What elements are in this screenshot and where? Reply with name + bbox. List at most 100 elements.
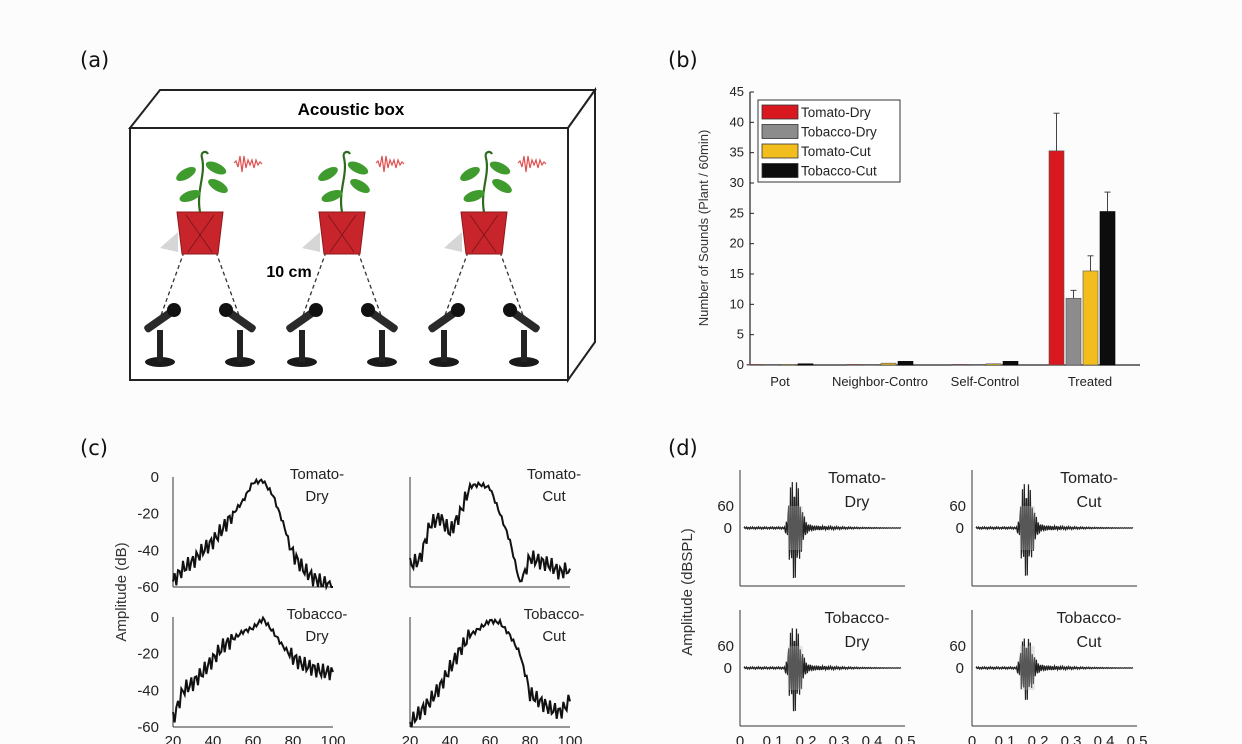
legend-label: Tomato-Cut	[801, 144, 871, 159]
leaf	[347, 161, 369, 175]
mic-body	[144, 307, 176, 333]
sound-wave	[375, 155, 405, 173]
microphone	[361, 303, 398, 367]
d-x-tick-label: 0.1	[763, 733, 784, 744]
panel-a-label: (a)	[80, 48, 110, 72]
subplot-title: Tomato-	[290, 466, 344, 483]
bar	[880, 362, 897, 366]
leaf	[205, 161, 227, 175]
d-x-tick-label: 0.5	[895, 733, 916, 744]
legend-swatch	[761, 143, 799, 159]
dashed-line	[215, 251, 241, 319]
subplot-title: Dry	[845, 634, 870, 651]
bar	[797, 363, 814, 366]
microphone	[144, 303, 181, 367]
spectrum-subplot: 20 40 60 80 100 Tobacco- Cut	[402, 606, 585, 744]
mic-stand	[379, 330, 385, 362]
d-y-tick-label: 60	[717, 498, 734, 515]
bar	[951, 364, 968, 366]
waveform-shade	[787, 646, 803, 690]
d-y-tick-label: 0	[724, 660, 732, 677]
subplot-title: Tobacco-	[1057, 610, 1122, 627]
pot-shadow	[302, 232, 320, 252]
subplot-title: Dry	[845, 494, 870, 511]
pot	[176, 211, 224, 255]
d-y-tick-label: 0	[724, 520, 732, 537]
x-tick-label: Pot	[770, 374, 790, 389]
bar	[1065, 297, 1082, 366]
waveform-subplot: 60 0 0 0.1 0.2 0.3 0.4 0.5 Tobacco- Dry	[717, 610, 915, 744]
spectrum-subplot: Tomato- Cut	[409, 466, 581, 588]
legend-swatch	[761, 163, 799, 178]
subplot-title: Dry	[305, 628, 329, 645]
pot-line	[327, 214, 355, 253]
plant-setup	[428, 150, 547, 367]
waveform-line	[975, 638, 1134, 700]
c-x-tick-label: 20	[402, 733, 419, 744]
spectrum-subplot: 0 -20 -40 -60 Tomato- Dry	[137, 466, 344, 596]
mic-head	[451, 303, 465, 317]
subplot-title: Tobacco-	[287, 606, 348, 623]
bar	[746, 364, 763, 366]
leaf	[489, 161, 511, 175]
pot	[318, 211, 366, 255]
mic-stand	[237, 330, 243, 362]
legend-label: Tobacco-Dry	[801, 125, 877, 140]
panel-d-label: (d)	[668, 436, 698, 460]
c-y-axis-label: Amplitude (dB)	[113, 542, 130, 641]
d-x-tick-label: 0.4	[1094, 733, 1115, 744]
subplot-title: Tobacco-	[524, 606, 585, 623]
spectrum-line	[172, 477, 333, 591]
legend-swatch	[761, 124, 799, 139]
d-x-tick-label: 0.5	[1127, 733, 1148, 744]
leaf	[463, 189, 485, 203]
d-x-tick-label: 0.3	[829, 733, 850, 744]
c-x-tick-label: 40	[205, 733, 222, 744]
leaf	[176, 167, 196, 181]
y-tick-label: 10	[730, 296, 744, 311]
mic-body	[366, 307, 398, 333]
mic-head	[219, 303, 233, 317]
pot-line	[187, 214, 215, 253]
pot-shadow	[444, 232, 462, 252]
bar	[780, 364, 797, 366]
bar	[1082, 270, 1099, 366]
c-x-tick-label: 80	[285, 733, 302, 744]
y-tick-label: 40	[730, 114, 744, 129]
c-y-tick-label: 0	[151, 609, 159, 626]
d-x-tick-label: 0.4	[862, 733, 883, 744]
microphone	[503, 303, 540, 367]
d-y-tick-label: 0	[956, 520, 964, 537]
y-tick-label: 35	[730, 145, 744, 160]
mic-body	[508, 307, 540, 333]
bar	[1002, 361, 1019, 366]
mic-head	[309, 303, 323, 317]
sound-wave	[517, 155, 547, 173]
y-tick-label: 20	[730, 236, 744, 251]
d-y-tick-label: 60	[717, 638, 734, 655]
leaf	[208, 179, 228, 193]
y-tick-label: 0	[737, 357, 744, 372]
y-tick-label: 30	[730, 175, 744, 190]
subplot-title: Tomato-	[527, 466, 581, 483]
subplot-title: Cut	[542, 488, 566, 505]
spectrum-line	[409, 480, 571, 583]
subplot-title: Tomato-	[828, 470, 886, 487]
x-tick-label: Self-Control	[951, 374, 1020, 389]
subplot-title: Dry	[305, 488, 329, 505]
pot-line	[469, 214, 497, 253]
panel-b-label: (b)	[668, 48, 698, 72]
waveform-line	[975, 484, 1134, 576]
c-x-tick-label: 40	[442, 733, 459, 744]
bar	[1048, 150, 1065, 366]
subplot-title: Cut	[1077, 494, 1102, 511]
c-y-tick-label: -20	[137, 646, 159, 663]
waveform-subplot: 60 0 0 0.1 0.2 0.3 0.4 0.5 Tobacco- Cut	[949, 610, 1147, 744]
microphone	[428, 303, 465, 367]
leaf	[492, 179, 512, 193]
subplot-title: Tomato-	[1060, 470, 1118, 487]
waveform-line	[743, 628, 902, 712]
c-y-tick-label: 0	[151, 469, 159, 486]
y-axis-label: Number of Sounds (Plant / 60min)	[696, 130, 711, 327]
leaf	[318, 167, 338, 181]
